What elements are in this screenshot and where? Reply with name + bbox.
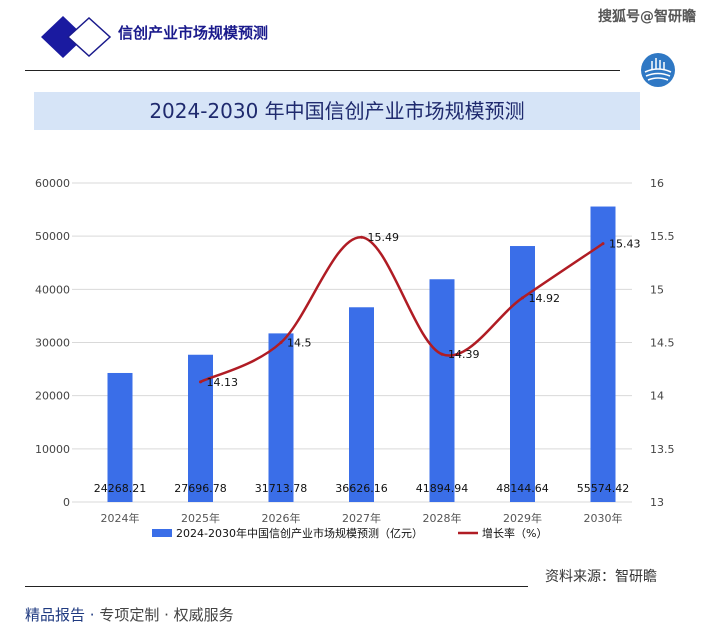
left-tick-label: 40000 — [35, 283, 70, 296]
right-tick-label: 13.5 — [650, 443, 675, 456]
bar — [510, 246, 535, 502]
growth-data-label: 15.49 — [368, 231, 400, 244]
divider — [25, 70, 620, 71]
right-tick-label: 14.5 — [650, 337, 675, 350]
growth-data-label: 15.43 — [609, 238, 641, 251]
growth-data-label: 14.92 — [529, 292, 561, 305]
bar-data-label: 48144.64 — [496, 482, 549, 495]
chart-title: 2024-2030 年中国信创产业市场规模预测 — [34, 92, 640, 130]
bar-data-label: 31713.78 — [255, 482, 308, 495]
x-tick-label: 2024年 — [101, 511, 140, 525]
source-note: 资料来源：智研瞻 — [545, 569, 657, 585]
chart: 0 10000 20000 30000 40000 50000 60000 13 13.5 14 1… — [35, 177, 675, 540]
watermark: 搜狐号@智研瞻 — [598, 9, 696, 25]
bar — [429, 279, 455, 502]
left-tick-label: 20000 — [35, 390, 70, 403]
footer-slogan: 精品报告 · 专项定制 · 权威服务 — [25, 604, 234, 625]
growth-line — [199, 235, 604, 383]
x-tick-label: 2027年 — [342, 511, 381, 525]
bar — [590, 206, 616, 502]
divider — [25, 586, 528, 587]
growth-data-label: 14.5 — [287, 337, 312, 350]
bar — [268, 333, 294, 502]
x-tick-label: 2025年 — [181, 511, 220, 525]
footer-a: 精品报告 · — [25, 606, 100, 624]
legend-line-label: 增长率（%） — [482, 526, 547, 540]
x-tick-label: 2030年 — [584, 511, 623, 525]
growth-point — [440, 352, 444, 356]
left-tick-label: 0 — [63, 496, 70, 509]
right-tick-label: 15.5 — [650, 230, 675, 243]
growth-point — [199, 380, 202, 384]
growth-point — [360, 235, 363, 239]
x-tick-label: 2026年 — [262, 511, 301, 525]
growth-data-label: 14.39 — [448, 348, 480, 361]
bar-data-label: 41894.94 — [416, 482, 469, 495]
right-tick-label: 14 — [650, 390, 664, 403]
growth-point — [521, 296, 524, 300]
growth-point — [601, 242, 605, 246]
legend-bar-swatch — [152, 529, 172, 537]
brand-title: 信创产业市场规模预测 — [118, 24, 269, 42]
growth-data-label: 14.13 — [207, 376, 239, 389]
bar — [107, 372, 133, 502]
bar-data-label: 24268.21 — [94, 482, 147, 495]
left-tick-label: 10000 — [35, 443, 70, 456]
company-logo-icon — [641, 53, 675, 87]
right-tick-label: 15 — [650, 283, 664, 296]
x-tick-label: 2029年 — [503, 511, 542, 525]
bar-data-label: 36626.16 — [335, 482, 388, 495]
right-tick-label: 16 — [650, 177, 664, 190]
left-tick-label: 60000 — [35, 177, 70, 190]
bar-data-label: 55574.42 — [577, 482, 630, 495]
brand-logo — [41, 16, 112, 58]
footer-b: 专项定制 · 权威服务 — [99, 606, 234, 624]
growth-point — [279, 341, 283, 344]
bar-data-label: 27696.78 — [174, 482, 227, 495]
left-tick-label: 30000 — [35, 337, 70, 350]
x-tick-label: 2028年 — [423, 511, 462, 525]
left-tick-label: 50000 — [35, 230, 70, 243]
bar — [349, 307, 374, 502]
legend-bar-label: 2024-2030年中国信创产业市场规模预测（亿元） — [176, 526, 423, 540]
right-tick-label: 13 — [650, 496, 664, 509]
